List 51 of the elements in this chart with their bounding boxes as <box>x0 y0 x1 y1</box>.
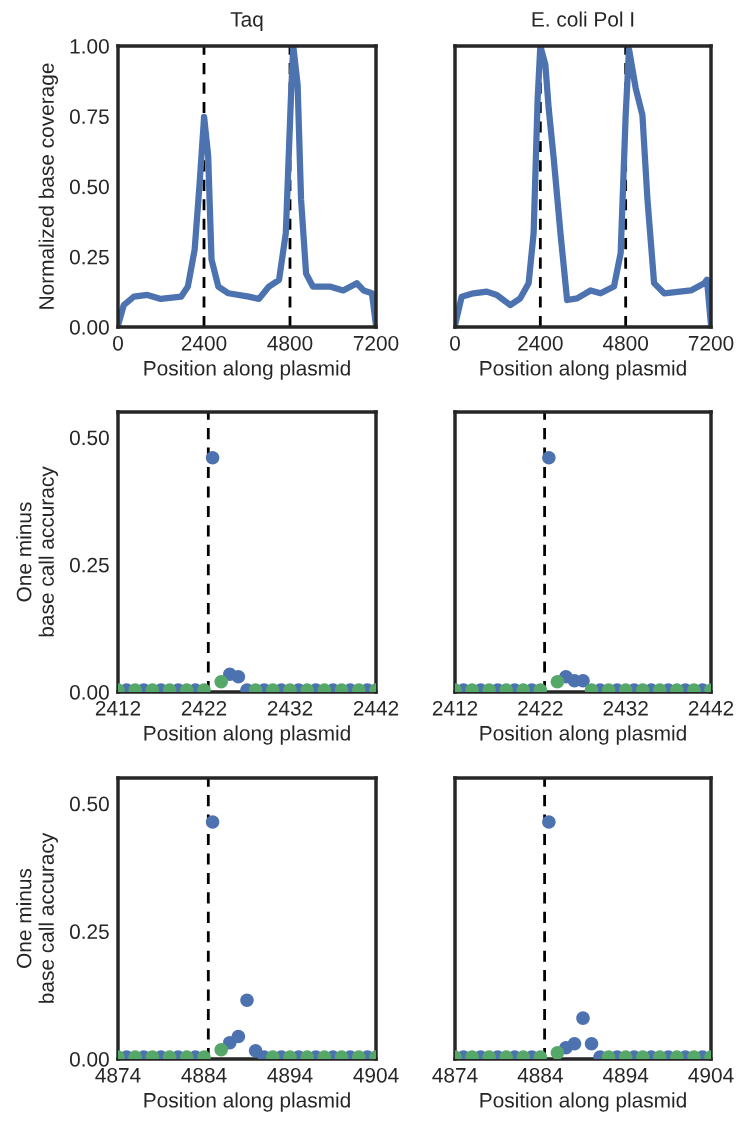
chart-title: E. coli Pol I <box>532 11 634 27</box>
point <box>584 1036 599 1051</box>
x-tick-label: 2422 <box>181 700 227 716</box>
x-tick-label: 4874 <box>95 1067 141 1083</box>
x-tick-label: 7200 <box>688 335 734 351</box>
x-tick-label: 0 <box>113 335 123 351</box>
x-tick-label: 2400 <box>181 335 227 351</box>
point <box>567 1036 582 1051</box>
x-tick-label: 2442 <box>353 700 399 716</box>
x-tick-label: 4904 <box>688 1067 734 1083</box>
x-tick-label: 4874 <box>432 1067 478 1083</box>
y-tick-label: 0.75 <box>69 109 109 124</box>
x-tick-label: 2412 <box>432 700 478 716</box>
x-tick-label: 2400 <box>518 335 563 351</box>
x-tick-label: 4884 <box>517 1067 563 1083</box>
x-tick-label: 0 <box>450 335 460 351</box>
point <box>550 1046 565 1059</box>
x-axis-title: Position along plasmid <box>480 1092 686 1112</box>
chart-title: Taq <box>230 12 263 31</box>
x-axis-title: Position along plasmid <box>480 360 686 380</box>
x-tick-label: 4904 <box>353 1067 399 1083</box>
x-tick-label: 4884 <box>181 1067 227 1083</box>
x-axis-title: Position along plasmid <box>144 360 350 380</box>
y-tick-label: 0.00 <box>69 320 109 335</box>
x-tick-label: 2432 <box>267 700 313 716</box>
y-axis-title: One minus base call accuracy <box>16 832 59 1003</box>
y-tick-label: 0.00 <box>69 1052 109 1067</box>
y-tick-label: 0.50 <box>69 179 109 195</box>
y-axis-title: One minus base call accuracy <box>16 466 59 637</box>
y-tick-label: 0.25 <box>69 924 109 940</box>
y-tick-label: 0.25 <box>69 249 109 265</box>
y-tick-label: 0.00 <box>69 685 109 700</box>
point <box>542 815 556 829</box>
x-tick-label: 2432 <box>603 700 648 716</box>
x-tick-label: 2412 <box>95 700 141 716</box>
y-tick-label: 1.00 <box>70 39 109 54</box>
y-tick-label: 0.25 <box>69 557 109 573</box>
x-tick-label: 2442 <box>688 700 734 716</box>
x-axis-title: Position along plasmid <box>480 725 686 745</box>
x-tick-label: 4894 <box>602 1067 649 1083</box>
x-axis-title: Position along plasmid <box>144 1092 350 1112</box>
y-axis-title: Normalized base coverage <box>38 63 59 309</box>
x-tick-label: 4800 <box>267 335 313 351</box>
x-tick-label: 4800 <box>602 335 649 351</box>
y-tick-label: 0.50 <box>69 430 109 446</box>
y-tick-label: 0.50 <box>69 796 109 812</box>
x-tick-label: 4894 <box>267 1067 313 1083</box>
x-axis-title: Position along plasmid <box>144 725 350 745</box>
x-tick-label: 2422 <box>518 700 563 716</box>
point <box>576 1011 590 1025</box>
x-tick-label: 7200 <box>353 335 399 351</box>
